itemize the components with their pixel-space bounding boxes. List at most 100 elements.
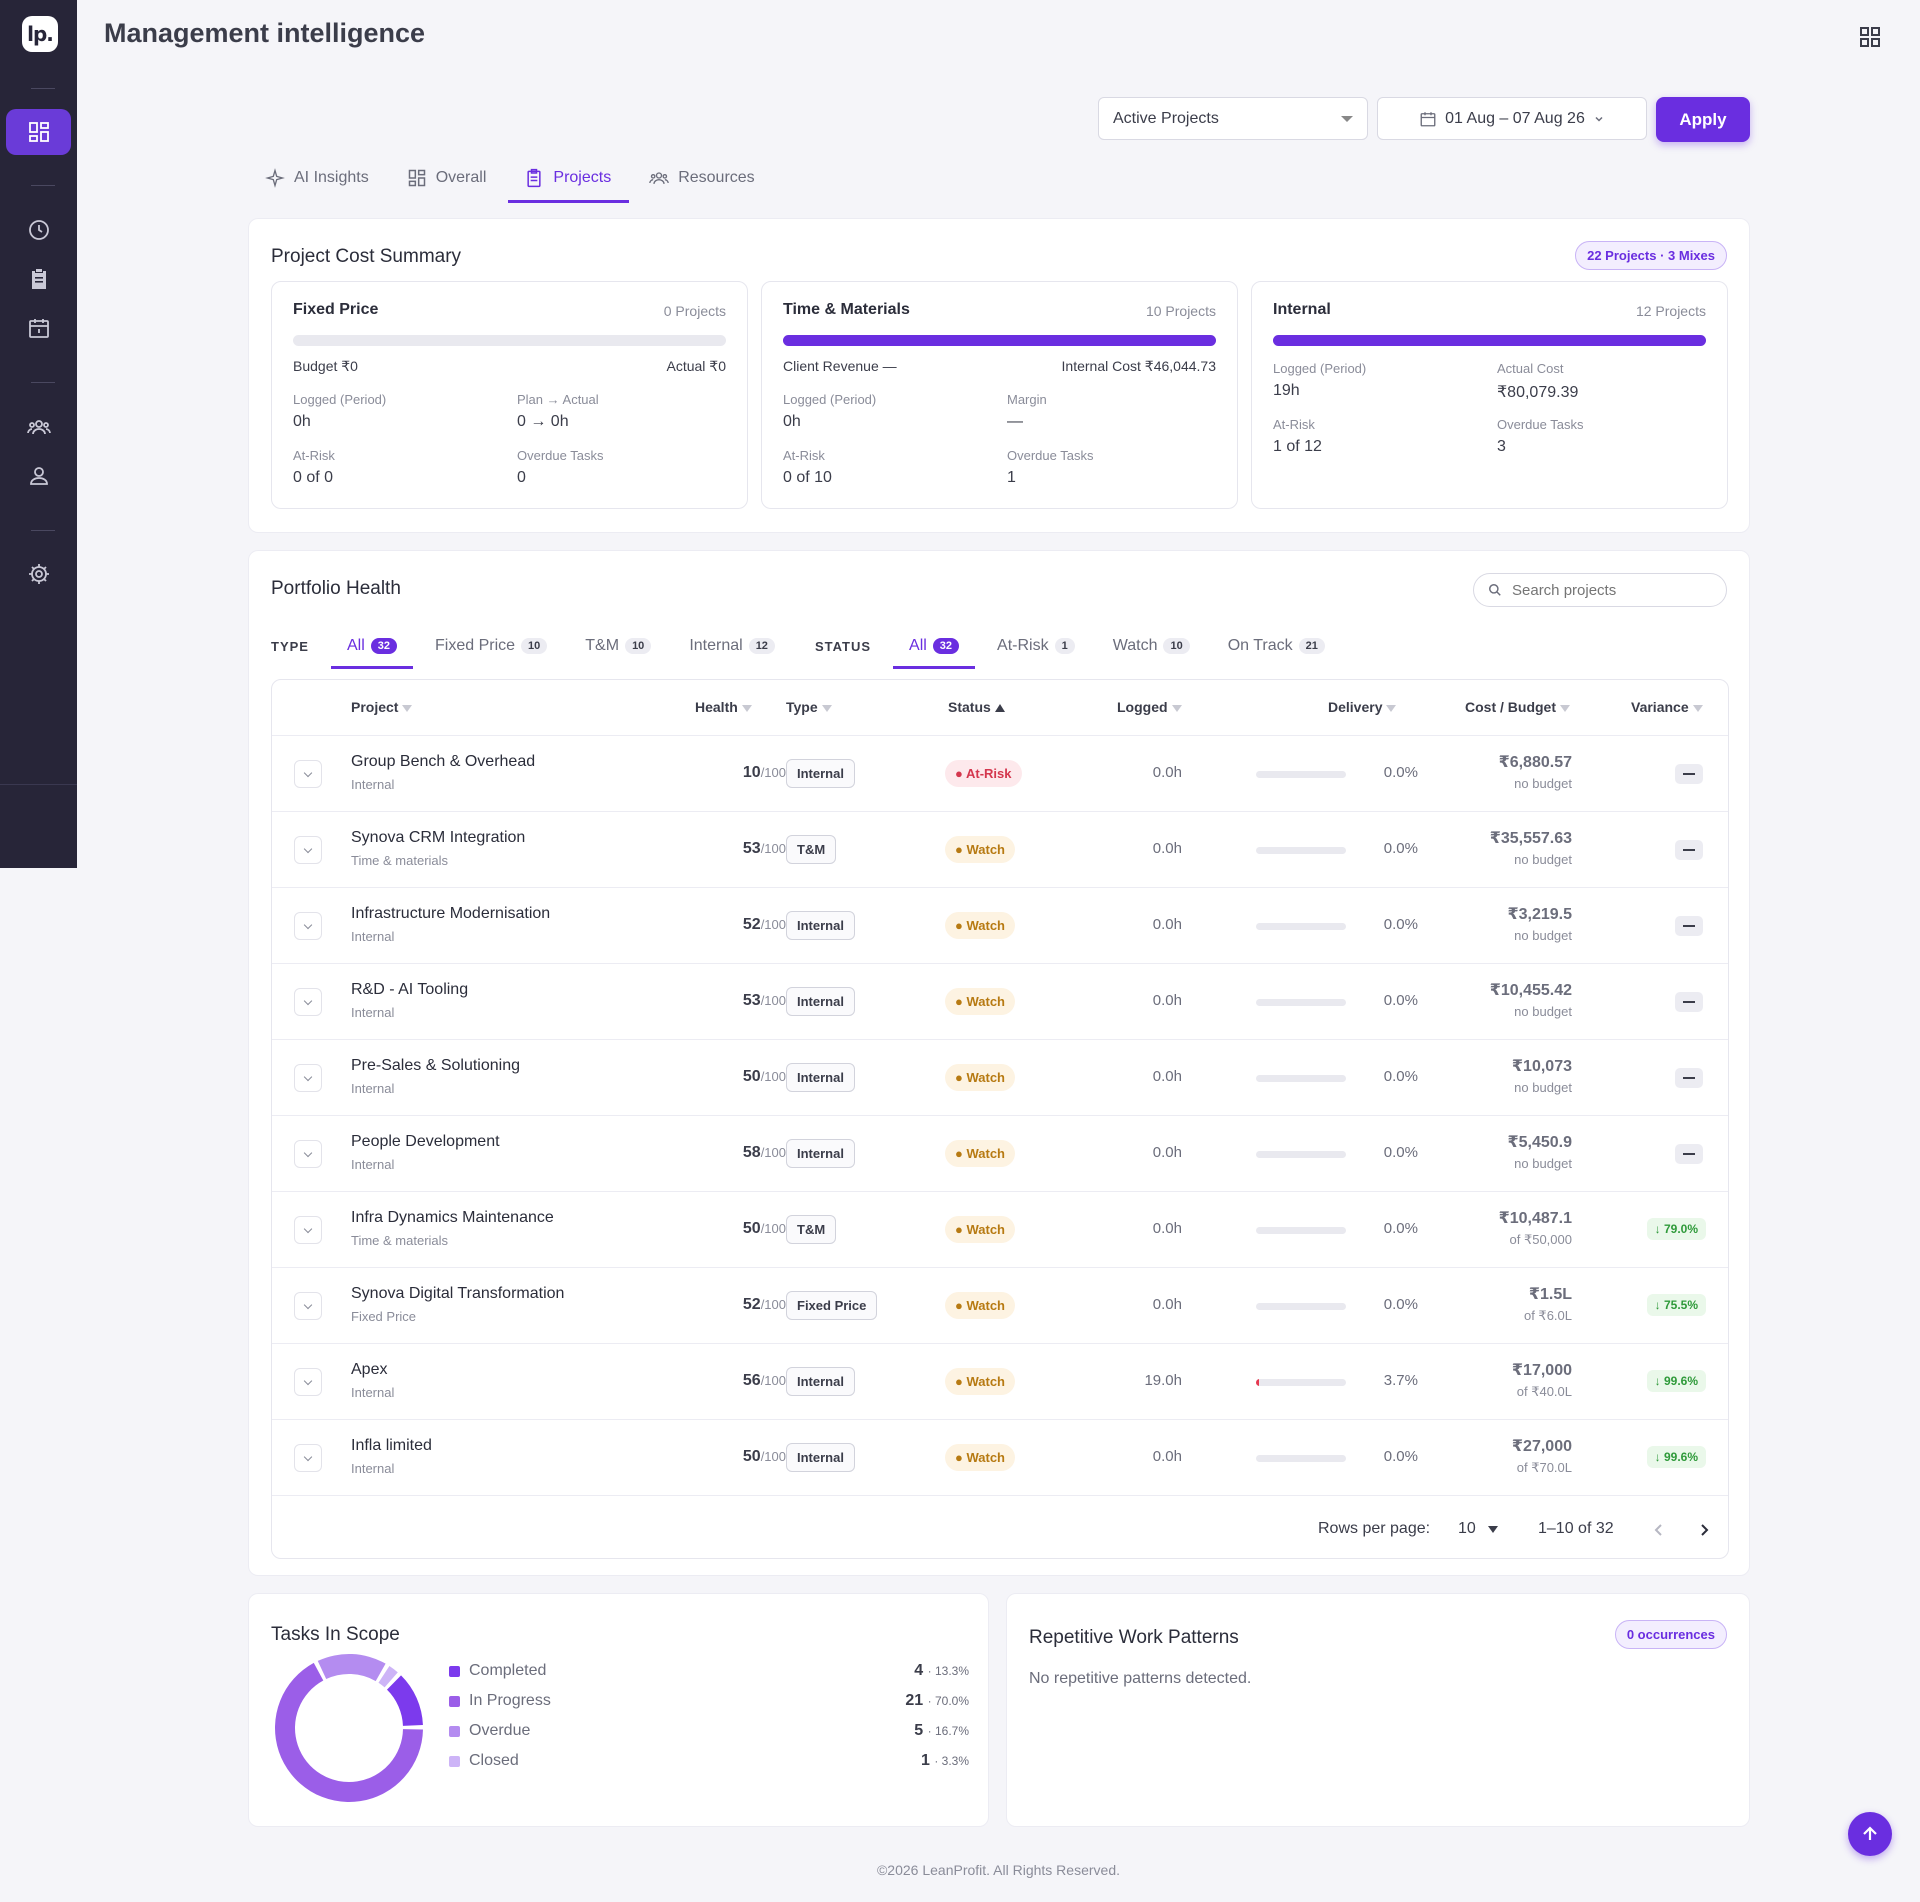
- table-row[interactable]: Infla limited Internal 50/100 Internal ●…: [272, 1420, 1728, 1496]
- metric-value: 0 → 0h: [517, 413, 569, 430]
- expand-row-button[interactable]: [294, 760, 322, 788]
- table-row[interactable]: Synova Digital Transformation Fixed Pric…: [272, 1268, 1728, 1344]
- apps-grid-icon[interactable]: [1858, 25, 1882, 49]
- tab-ai-insights[interactable]: AI Insights: [265, 160, 387, 203]
- expand-row-button[interactable]: [294, 1292, 322, 1320]
- sidebar-item-users[interactable]: [6, 453, 71, 499]
- status-badge: ● Watch: [945, 836, 1015, 863]
- project-name[interactable]: Synova CRM Integration: [351, 829, 526, 846]
- table-row[interactable]: People Development Internal 58/100 Inter…: [272, 1116, 1728, 1192]
- donut-slice-closed[interactable]: [378, 1665, 398, 1688]
- expand-row-button[interactable]: [294, 836, 322, 864]
- expand-row-button[interactable]: [294, 1140, 322, 1168]
- sparkle-icon: [265, 168, 285, 188]
- chevron-left-icon[interactable]: [1651, 1522, 1667, 1538]
- expand-row-button[interactable]: [294, 1444, 322, 1472]
- search-projects[interactable]: [1473, 573, 1727, 607]
- column-cost-budget[interactable]: Cost / Budget: [1465, 699, 1570, 715]
- sidebar-item-dashboard[interactable]: [6, 109, 71, 155]
- rows-per-page-select[interactable]: 10: [1458, 1520, 1498, 1538]
- health-score: 53/100: [742, 840, 786, 857]
- legend-label: Overdue: [469, 1722, 531, 1739]
- table-row[interactable]: Infrastructure Modernisation Internal 52…: [272, 888, 1728, 964]
- apply-button[interactable]: Apply: [1656, 97, 1750, 142]
- delivery-percent: 0.0%: [1383, 840, 1418, 857]
- expand-row-button[interactable]: [294, 988, 322, 1016]
- status-filter-all[interactable]: All 32: [893, 637, 976, 669]
- table-row[interactable]: R&D - AI Tooling Internal 53/100 Interna…: [272, 964, 1728, 1040]
- filter-label: On Track: [1227, 637, 1293, 654]
- donut-slice-completed[interactable]: [386, 1675, 423, 1726]
- delivery-bar: [1256, 1151, 1346, 1158]
- tab-projects[interactable]: Projects: [508, 160, 629, 203]
- project-name[interactable]: People Development: [351, 1133, 500, 1150]
- card-title: Project Cost Summary: [271, 246, 462, 267]
- column-variance[interactable]: Variance: [1631, 699, 1703, 715]
- pagination-range: 1–10 of 32: [1538, 1520, 1614, 1537]
- sidebar-item-team[interactable]: [6, 404, 71, 450]
- project-name[interactable]: Apex: [351, 1361, 388, 1378]
- project-filter-select[interactable]: Active Projects: [1098, 97, 1368, 140]
- variance-empty: [1675, 1144, 1703, 1164]
- expand-row-button[interactable]: [294, 1216, 322, 1244]
- table-row[interactable]: Pre-Sales & Solutioning Internal 50/100 …: [272, 1040, 1728, 1116]
- variance-badge: ↓ 75.5%: [1646, 1294, 1706, 1316]
- app-logo[interactable]: lp.: [22, 16, 58, 52]
- fixed-price-summary: Fixed Price 0 Projects Budget ₹0 Actual …: [271, 281, 748, 509]
- sidebar: lp.: [0, 0, 77, 868]
- project-subtype: Internal: [351, 1385, 395, 1400]
- expand-row-button[interactable]: [294, 1368, 322, 1396]
- tab-overall[interactable]: Overall: [407, 160, 505, 203]
- table-row[interactable]: Group Bench & Overhead Internal 10/100 I…: [272, 736, 1728, 812]
- project-name[interactable]: Pre-Sales & Solutioning: [351, 1057, 520, 1074]
- type-badge: Internal: [786, 911, 855, 940]
- rows-per-page-label: Rows per page:: [1318, 1520, 1431, 1537]
- column-type[interactable]: Type: [786, 699, 832, 715]
- column-delivery[interactable]: Delivery: [1328, 699, 1397, 715]
- donut-slice-overdue[interactable]: [317, 1654, 386, 1682]
- project-name[interactable]: Infla limited: [351, 1437, 432, 1454]
- metric-label: Overdue Tasks: [517, 448, 604, 463]
- sidebar-item-tasks[interactable]: [6, 256, 71, 302]
- expand-row-button[interactable]: [294, 912, 322, 940]
- column-health[interactable]: Health: [695, 699, 752, 715]
- table-row[interactable]: Apex Internal 56/100 Internal ● Watch 19…: [272, 1344, 1728, 1420]
- filter-label: All: [346, 637, 365, 654]
- type-filter-internal[interactable]: Internal 12: [673, 637, 791, 669]
- sidebar-item-settings[interactable]: [6, 551, 71, 597]
- project-name[interactable]: Synova Digital Transformation: [351, 1285, 565, 1302]
- date-range-picker[interactable]: 01 Aug – 07 Aug 26: [1377, 97, 1647, 140]
- type-filter-fixed-price[interactable]: Fixed Price 10: [419, 637, 563, 669]
- project-subtype: Time & materials: [351, 1233, 449, 1248]
- tab-resources[interactable]: Resources: [649, 160, 772, 203]
- status-filter-watch[interactable]: Watch 10: [1097, 637, 1206, 669]
- legend-value: 5 · 16.7%: [914, 1722, 969, 1739]
- logged-hours: 0.0h: [1152, 1220, 1182, 1237]
- status-badge: ● At-Risk: [945, 760, 1022, 787]
- table-row[interactable]: Synova CRM Integration Time & materials …: [272, 812, 1728, 888]
- filter-count: 10: [1163, 638, 1190, 654]
- type-filter-tm[interactable]: T&M 10: [569, 637, 667, 669]
- project-name[interactable]: Group Bench & Overhead: [351, 753, 536, 770]
- cost-value: ₹17,000: [1511, 1362, 1572, 1379]
- status-filter-at-risk[interactable]: At-Risk 1: [981, 637, 1091, 669]
- status-filter-on-track[interactable]: On Track 21: [1212, 637, 1341, 669]
- summary-progress-bar: [783, 335, 1216, 346]
- project-name[interactable]: Infra Dynamics Maintenance: [351, 1209, 554, 1226]
- sidebar-item-calendar[interactable]: [6, 305, 71, 351]
- table-row[interactable]: Infra Dynamics Maintenance Time & materi…: [272, 1192, 1728, 1268]
- column-logged[interactable]: Logged: [1117, 699, 1182, 715]
- type-filter-all[interactable]: All 32: [330, 637, 414, 669]
- cost-value: ₹10,487.1: [1498, 1210, 1572, 1227]
- chevron-right-icon[interactable]: [1696, 1522, 1712, 1538]
- metric-value: 0 of 10: [783, 469, 832, 486]
- chevron-down-icon: [303, 1072, 313, 1081]
- sidebar-item-timesheet[interactable]: [6, 207, 71, 253]
- project-name[interactable]: R&D - AI Tooling: [351, 981, 469, 998]
- project-name[interactable]: Infrastructure Modernisation: [351, 905, 551, 922]
- expand-row-button[interactable]: [294, 1064, 322, 1092]
- scroll-to-top-button[interactable]: [1848, 1812, 1892, 1856]
- column-status[interactable]: Status: [948, 699, 1005, 715]
- column-project[interactable]: Project: [351, 699, 413, 715]
- search-input[interactable]: [1512, 581, 1712, 599]
